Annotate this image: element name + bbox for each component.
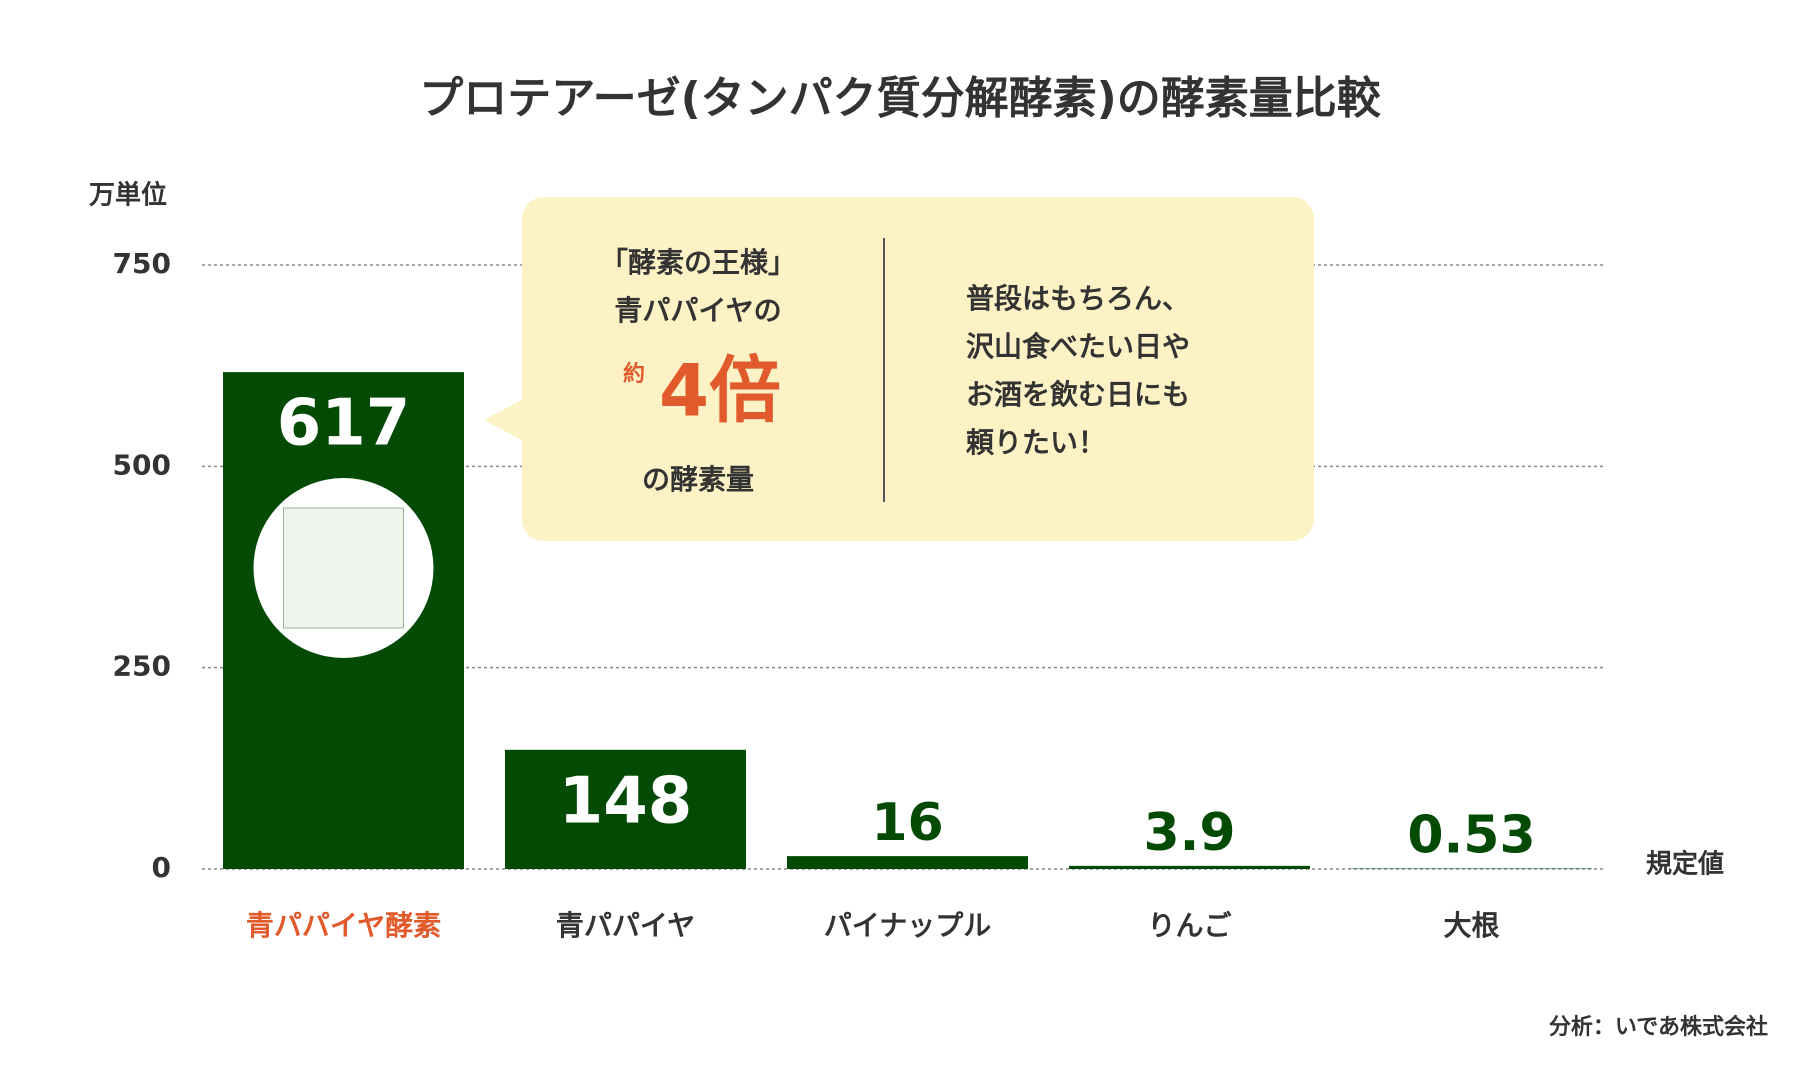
callout-text: 青パパイヤの [614, 294, 781, 327]
callout-text: 「酵素の王様」 [600, 246, 796, 279]
callout-emphasis: 4倍 [659, 349, 781, 433]
bar [1069, 865, 1310, 869]
y-tick-label: 750 [113, 247, 171, 280]
value-label: 148 [559, 764, 693, 838]
y-tick-label: 0 [152, 851, 171, 884]
callout-text: の酵素量 [642, 463, 754, 496]
value-label: 3.9 [1143, 803, 1235, 863]
value-label: 0.53 [1407, 806, 1535, 866]
y-axis-label: 万単位 [89, 180, 167, 211]
callout-prefix: 約 [623, 361, 645, 387]
x-tick-label: りんご [1147, 909, 1231, 942]
y-tick-label: 250 [113, 650, 171, 683]
x-tick-label: 青パパイヤ [556, 909, 695, 942]
callout: 「酵素の王様」 青パパイヤの 約 4倍 の酵素量 普段はもちろん、 沢山食べたい… [484, 197, 1314, 541]
callout-text: 沢山食べたい日や [966, 330, 1190, 363]
value-label: 617 [277, 387, 411, 461]
callout-text: 普段はもちろん、 [966, 282, 1190, 315]
callout-pointer [484, 400, 522, 440]
callout-text: 頼りたい！ [966, 426, 1106, 459]
bar [787, 856, 1028, 869]
x-tick-label: 大根 [1443, 909, 1499, 942]
baseline-label: 規定値 [1646, 849, 1724, 880]
value-label: 16 [871, 793, 943, 853]
product-box [283, 507, 404, 629]
x-tick-label: 青パパイヤ酵素 [246, 909, 441, 942]
y-tick-label: 500 [113, 448, 171, 481]
x-tick-label: パイナップル [824, 909, 991, 942]
source: 分析：いであ株式会社 [1549, 1014, 1768, 1040]
callout-text: お酒を飲む日にも [966, 378, 1190, 411]
chart-title: プロテアーゼ(タンパク質分解酵素)の酵素量比較 [419, 73, 1382, 124]
plot: 0 250 500 750 青パパイヤ酵素 617 青パパイヤ 148 パイナップル 16 りんご 3… [113, 247, 1604, 942]
bar [505, 749, 746, 869]
callout-box [522, 197, 1314, 541]
